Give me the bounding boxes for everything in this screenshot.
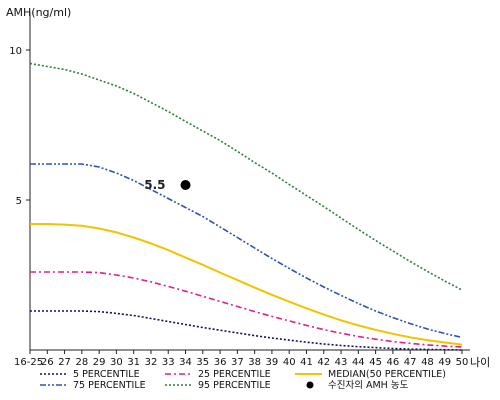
legend-label: 95 PERCENTILE — [198, 380, 271, 391]
x-tick-label: 41 — [300, 357, 313, 368]
x-tick-label: 29 — [93, 357, 106, 368]
x-tick-label: 35 — [196, 357, 209, 368]
x-tick-label: 48 — [421, 357, 434, 368]
legend-point-marker — [306, 381, 314, 389]
series-line — [29, 62, 463, 291]
legend-label: 수진자의 AMH 농도 — [328, 380, 409, 391]
x-tick-label: 47 — [404, 357, 417, 368]
x-tick-label: 38 — [248, 357, 261, 368]
legend-label: 75 PERCENTILE — [73, 380, 146, 391]
annotation-layer: 5.5 — [144, 178, 191, 192]
x-tick-label: 34 — [179, 357, 192, 368]
x-tick-label: 32 — [145, 357, 158, 368]
x-tick-label: 43 — [335, 357, 348, 368]
x-tick-label: 40 — [283, 357, 296, 368]
x-tick-label: 45 — [369, 357, 382, 368]
x-tick-label: 44 — [352, 357, 365, 368]
series-line — [30, 310, 463, 351]
x-tick-label: 30 — [110, 357, 123, 368]
x-tick-label: 27 — [58, 357, 71, 368]
x-tick-label: 42 — [317, 357, 330, 368]
x-tick-label: 33 — [162, 357, 175, 368]
x-axis-label: 나이 — [470, 356, 490, 369]
x-tick-label: 39 — [266, 357, 279, 368]
x-tick-label: 31 — [127, 357, 140, 368]
series-line — [30, 223, 463, 346]
x-tick-label: 36 — [214, 357, 227, 368]
x-tick-label: 28 — [75, 357, 88, 368]
x-tick-label: 37 — [231, 357, 244, 368]
legend: 5 PERCENTILE 25 PERCENTILE MEDIAN(50 PERCE… — [40, 369, 446, 391]
y-axis-label: AMH(ng/ml) — [6, 6, 71, 19]
series-layer — [29, 62, 463, 351]
x-tick-label: 26 — [41, 357, 54, 368]
y-tick-label: 10 — [9, 46, 22, 57]
series-line — [30, 271, 463, 348]
x-tick-label: 50 — [456, 357, 469, 368]
x-tick-label: 49 — [438, 357, 451, 368]
series-line — [30, 163, 463, 339]
legend-label: 25 PERCENTILE — [198, 369, 271, 380]
patient-point — [180, 180, 191, 190]
legend-label: 5 PERCENTILE — [73, 369, 140, 380]
x-tick-label: 46 — [387, 357, 400, 368]
x-tick-label: 16-25 — [14, 357, 43, 368]
patient-value-label: 5.5 — [144, 178, 165, 192]
y-tick-label: 5 — [16, 196, 22, 207]
legend-label: MEDIAN(50 PERCENTILE) — [328, 369, 446, 380]
